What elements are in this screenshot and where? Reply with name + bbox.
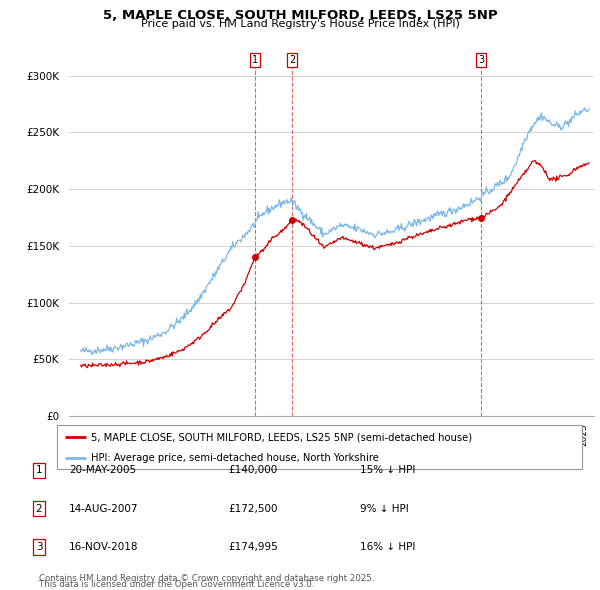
Text: 15% ↓ HPI: 15% ↓ HPI bbox=[360, 466, 415, 475]
Text: 2: 2 bbox=[289, 55, 296, 65]
Text: 5, MAPLE CLOSE, SOUTH MILFORD, LEEDS, LS25 5NP (semi-detached house): 5, MAPLE CLOSE, SOUTH MILFORD, LEEDS, LS… bbox=[91, 432, 472, 442]
Text: HPI: Average price, semi-detached house, North Yorkshire: HPI: Average price, semi-detached house,… bbox=[91, 453, 379, 463]
Text: 20-MAY-2005: 20-MAY-2005 bbox=[69, 466, 136, 475]
Text: 5, MAPLE CLOSE, SOUTH MILFORD, LEEDS, LS25 5NP: 5, MAPLE CLOSE, SOUTH MILFORD, LEEDS, LS… bbox=[103, 9, 497, 22]
Text: 3: 3 bbox=[35, 542, 43, 552]
Text: 1: 1 bbox=[252, 55, 258, 65]
Text: 3: 3 bbox=[478, 55, 484, 65]
Text: £172,500: £172,500 bbox=[228, 504, 277, 513]
Text: Price paid vs. HM Land Registry's House Price Index (HPI): Price paid vs. HM Land Registry's House … bbox=[140, 19, 460, 30]
Text: 9% ↓ HPI: 9% ↓ HPI bbox=[360, 504, 409, 513]
Text: £174,995: £174,995 bbox=[228, 542, 278, 552]
Text: 14-AUG-2007: 14-AUG-2007 bbox=[69, 504, 139, 513]
Text: 1: 1 bbox=[35, 466, 43, 475]
Text: Contains HM Land Registry data © Crown copyright and database right 2025.: Contains HM Land Registry data © Crown c… bbox=[39, 574, 374, 583]
Text: This data is licensed under the Open Government Licence v3.0.: This data is licensed under the Open Gov… bbox=[39, 580, 314, 589]
Text: 2: 2 bbox=[35, 504, 43, 513]
Text: £140,000: £140,000 bbox=[228, 466, 277, 475]
Text: 16-NOV-2018: 16-NOV-2018 bbox=[69, 542, 139, 552]
Text: 16% ↓ HPI: 16% ↓ HPI bbox=[360, 542, 415, 552]
